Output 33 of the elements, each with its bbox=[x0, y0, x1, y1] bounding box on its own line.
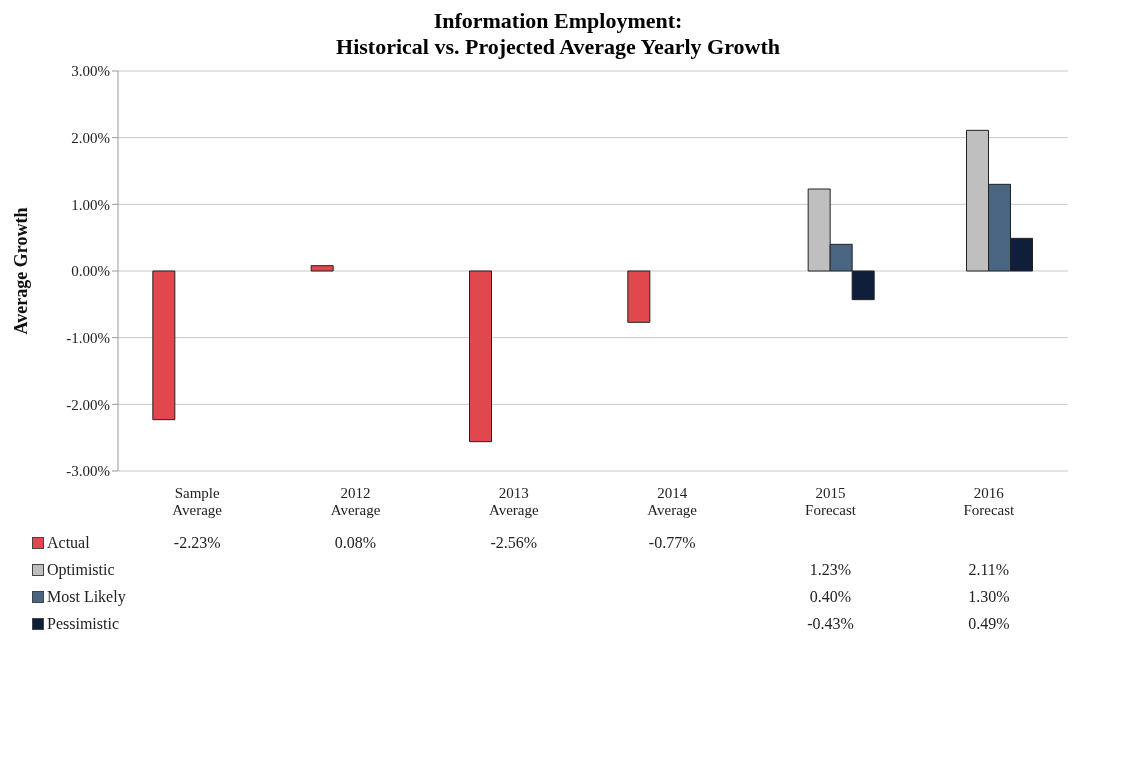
y-tick-label: -1.00% bbox=[66, 329, 110, 346]
legend-label: Actual bbox=[47, 533, 90, 552]
data-label: -2.56% bbox=[489, 533, 539, 552]
data-label: 1.23% bbox=[808, 560, 853, 579]
y-tick-label: 3.00% bbox=[71, 63, 110, 80]
x-tick-label: 2014 Average bbox=[647, 484, 698, 519]
bar bbox=[310, 264, 334, 272]
chart-title: Information Employment: Historical vs. Projected Average Yearly Growth bbox=[335, 8, 781, 61]
data-label: 0.40% bbox=[808, 587, 853, 606]
legend-label: Most Likely bbox=[47, 587, 126, 606]
x-tick-label: 2016 Forecast bbox=[963, 484, 1016, 519]
y-tick-label: -3.00% bbox=[66, 463, 110, 480]
data-label: 0.49% bbox=[967, 614, 1011, 633]
data-label: -0.77% bbox=[647, 533, 697, 552]
y-tick-label: -2.00% bbox=[66, 396, 110, 413]
bar bbox=[627, 270, 651, 323]
x-tick-label: 2015 Forecast bbox=[805, 484, 857, 519]
bar bbox=[469, 270, 492, 442]
x-tick-label: Sample Average bbox=[172, 484, 223, 519]
data-label: 0.08% bbox=[333, 533, 378, 552]
data-label: 1.30% bbox=[967, 587, 1011, 606]
data-label: -2.23% bbox=[172, 533, 222, 552]
legend-label: Pessimistic bbox=[47, 614, 120, 633]
bar bbox=[152, 270, 176, 420]
y-tick-label: 1.00% bbox=[71, 196, 110, 213]
y-tick-label: 2.00% bbox=[71, 129, 110, 146]
y-tick-label: 0.00% bbox=[71, 263, 110, 280]
x-tick-label: 2012 Average bbox=[330, 484, 381, 519]
y-axis-title: Average Growth bbox=[11, 207, 32, 335]
x-tick-label: 2013 Average bbox=[488, 484, 540, 519]
legend-label: Optimistic bbox=[47, 560, 115, 579]
data-label: 2.11% bbox=[967, 560, 1011, 579]
data-label: -0.43% bbox=[806, 614, 855, 633]
